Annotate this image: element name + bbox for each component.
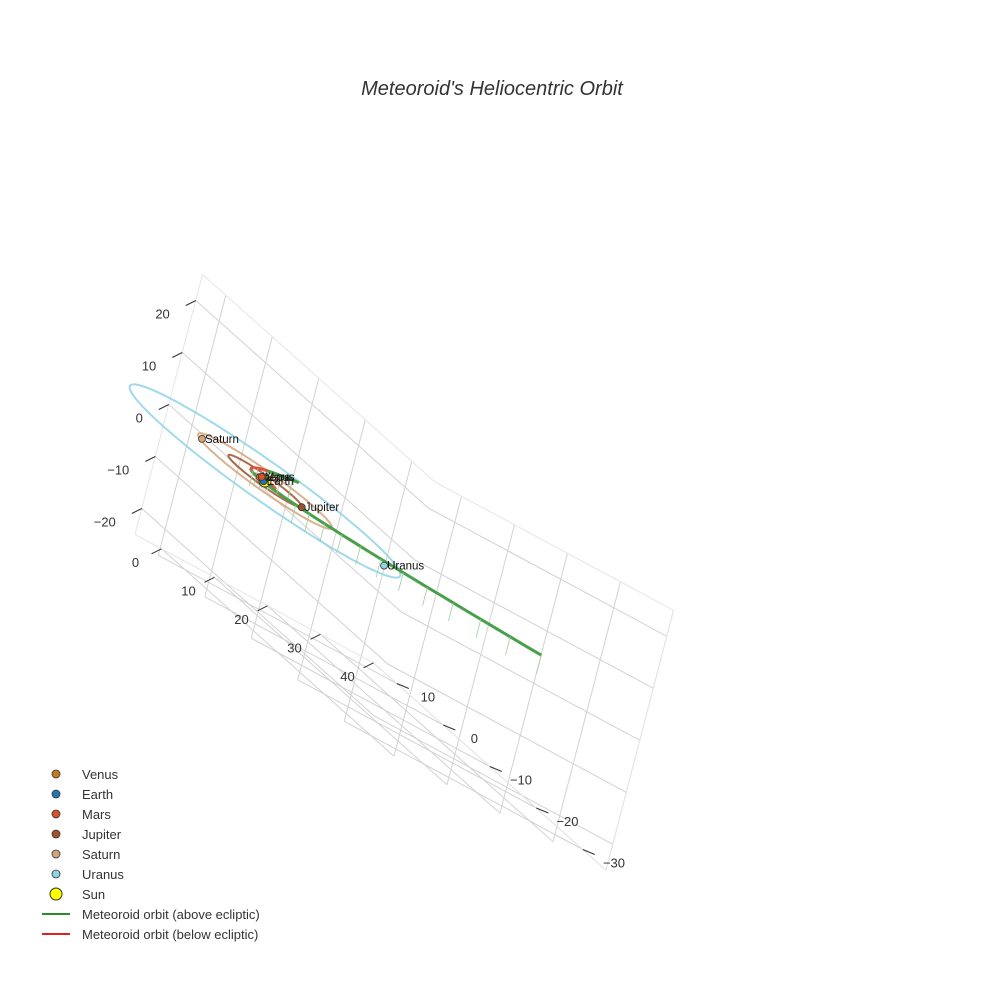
legend-marker: [51, 849, 61, 859]
box-edge: [434, 481, 674, 611]
legend-marker: [51, 789, 61, 799]
floor-gridline-y: [344, 720, 584, 850]
y-axis-tick-label: −20: [556, 814, 578, 829]
planet-mars: [257, 472, 266, 481]
meteoroid-dropline: [248, 467, 255, 487]
x-axis-tick-mark: [151, 548, 162, 555]
legend-label: Meteoroid orbit (below ecliptic): [82, 927, 258, 942]
x-axis-tick-label: 10: [181, 583, 195, 598]
x-axis-tick-mark: [363, 662, 374, 669]
y-axis-tick-label: −30: [603, 856, 625, 871]
x-axis-tick-label: 40: [340, 669, 354, 684]
orbit-saturn: [196, 432, 334, 530]
box-edge: [605, 610, 674, 871]
z-axis-tick-mark: [185, 300, 197, 306]
y-axis-tick-mark: [536, 807, 549, 814]
wall-y-gridline-z: [387, 663, 627, 793]
legend-label: Meteoroid orbit (above ecliptic): [82, 907, 260, 922]
z-axis-tick-mark: [145, 456, 156, 462]
floor-gridline-y: [297, 679, 537, 809]
orbit-uranus: [128, 383, 402, 579]
floor-gridline-y: [158, 554, 398, 684]
box-edge: [134, 534, 374, 664]
tick-layer: 0 10 20 30 40 −30 −20 −10 0 10 −20 −10 0 10 20: [94, 300, 625, 871]
x-axis-tick-mark: [257, 605, 268, 612]
y-axis-tick-mark: [443, 724, 456, 731]
meteoroid-dropline: [475, 619, 482, 638]
planet-label-jupiter: Jupiter: [305, 502, 340, 514]
planet-label-uranus: Uranus: [387, 561, 424, 573]
meteoroid-dropline: [290, 504, 297, 524]
meteoroid-dropline: [319, 523, 325, 543]
legend-label: Saturn: [82, 847, 120, 862]
legend-label: Sun: [82, 887, 105, 902]
meteoroid-dropline: [304, 513, 310, 533]
meteoroid-dropline: [448, 602, 454, 622]
planet-label-earth: Earth: [267, 476, 295, 488]
wall-x-gridline-z: [154, 456, 389, 665]
y-axis-tick-label: 10: [421, 690, 435, 705]
x-axis-tick-label: 0: [132, 555, 139, 570]
y-axis-tick-mark: [489, 766, 502, 772]
legend-label: Earth: [82, 787, 113, 802]
meteoroid-dropline: [336, 534, 342, 553]
planet-label-mars: Mars: [265, 472, 291, 484]
z-axis-tick-mark: [172, 352, 183, 358]
wall-y-gridline-z: [374, 715, 614, 845]
y-axis-tick-label: −10: [510, 773, 532, 788]
legend-label: Mars: [82, 807, 111, 822]
legend-label: Venus: [82, 767, 119, 782]
wall-y-gridline-z: [414, 559, 654, 689]
y-axis-tick-label: 0: [471, 731, 478, 746]
legend-marker: [51, 869, 61, 879]
planet-jupiter: [297, 503, 306, 512]
legend-marker: [49, 887, 63, 901]
meteoroid-dropline: [422, 587, 428, 606]
box-edge: [373, 662, 607, 871]
y-axis-tick-mark: [396, 683, 409, 689]
planet-label-saturn: Saturn: [205, 434, 239, 446]
floor-gridline-y: [204, 596, 444, 726]
planet-label-venus: Venus: [263, 472, 295, 484]
meteoroid-dropline: [505, 636, 511, 656]
wall-x-gridline-z: [181, 352, 416, 561]
x-axis-tick-label: 20: [234, 612, 248, 627]
meteoroid-dropline: [287, 480, 293, 499]
z-axis-tick-label: 10: [142, 359, 156, 374]
legend-marker: [51, 829, 61, 839]
floor-gridline-y: [251, 637, 491, 767]
z-axis-tick-mark: [158, 404, 170, 410]
meteoroid-dropline: [536, 655, 542, 674]
z-axis-tick-label: 20: [155, 307, 169, 322]
x-axis-tick-label: 30: [287, 640, 301, 655]
z-axis-tick-label: −10: [107, 463, 129, 478]
z-axis-tick-mark: [131, 508, 143, 514]
legend-label: Uranus: [82, 867, 124, 882]
x-axis-tick-mark: [204, 576, 215, 583]
wall-y-gridline-z: [428, 507, 668, 637]
legend-label: Jupiter: [82, 827, 122, 842]
planet-saturn: [198, 434, 206, 443]
z-axis-tick-label: −20: [94, 515, 116, 530]
meteoroid-dropline: [355, 546, 361, 565]
meteoroid-dropline: [375, 558, 382, 578]
chart-title: Meteoroid's Heliocentric Orbit: [361, 78, 624, 100]
wall-x-gridline-z: [141, 508, 375, 717]
wall-x-gridline-z: [168, 404, 402, 613]
y-axis-tick-mark: [582, 849, 595, 855]
meteoroid-dropline: [398, 572, 404, 592]
legend: Venus Earth Mars Jupiter Saturn Uranus Sun Mete…: [42, 767, 260, 942]
box-edge: [202, 274, 436, 483]
wall-x-gridline-z: [195, 300, 429, 509]
x-axis-tick-mark: [310, 633, 321, 640]
wall-y-gridline-z: [401, 611, 641, 741]
meteoroid-dropline: [276, 475, 282, 495]
z-axis-tick-label: 0: [136, 411, 143, 426]
legend-marker: [51, 809, 61, 819]
planet-uranus: [380, 561, 389, 570]
legend-marker: [51, 769, 61, 779]
